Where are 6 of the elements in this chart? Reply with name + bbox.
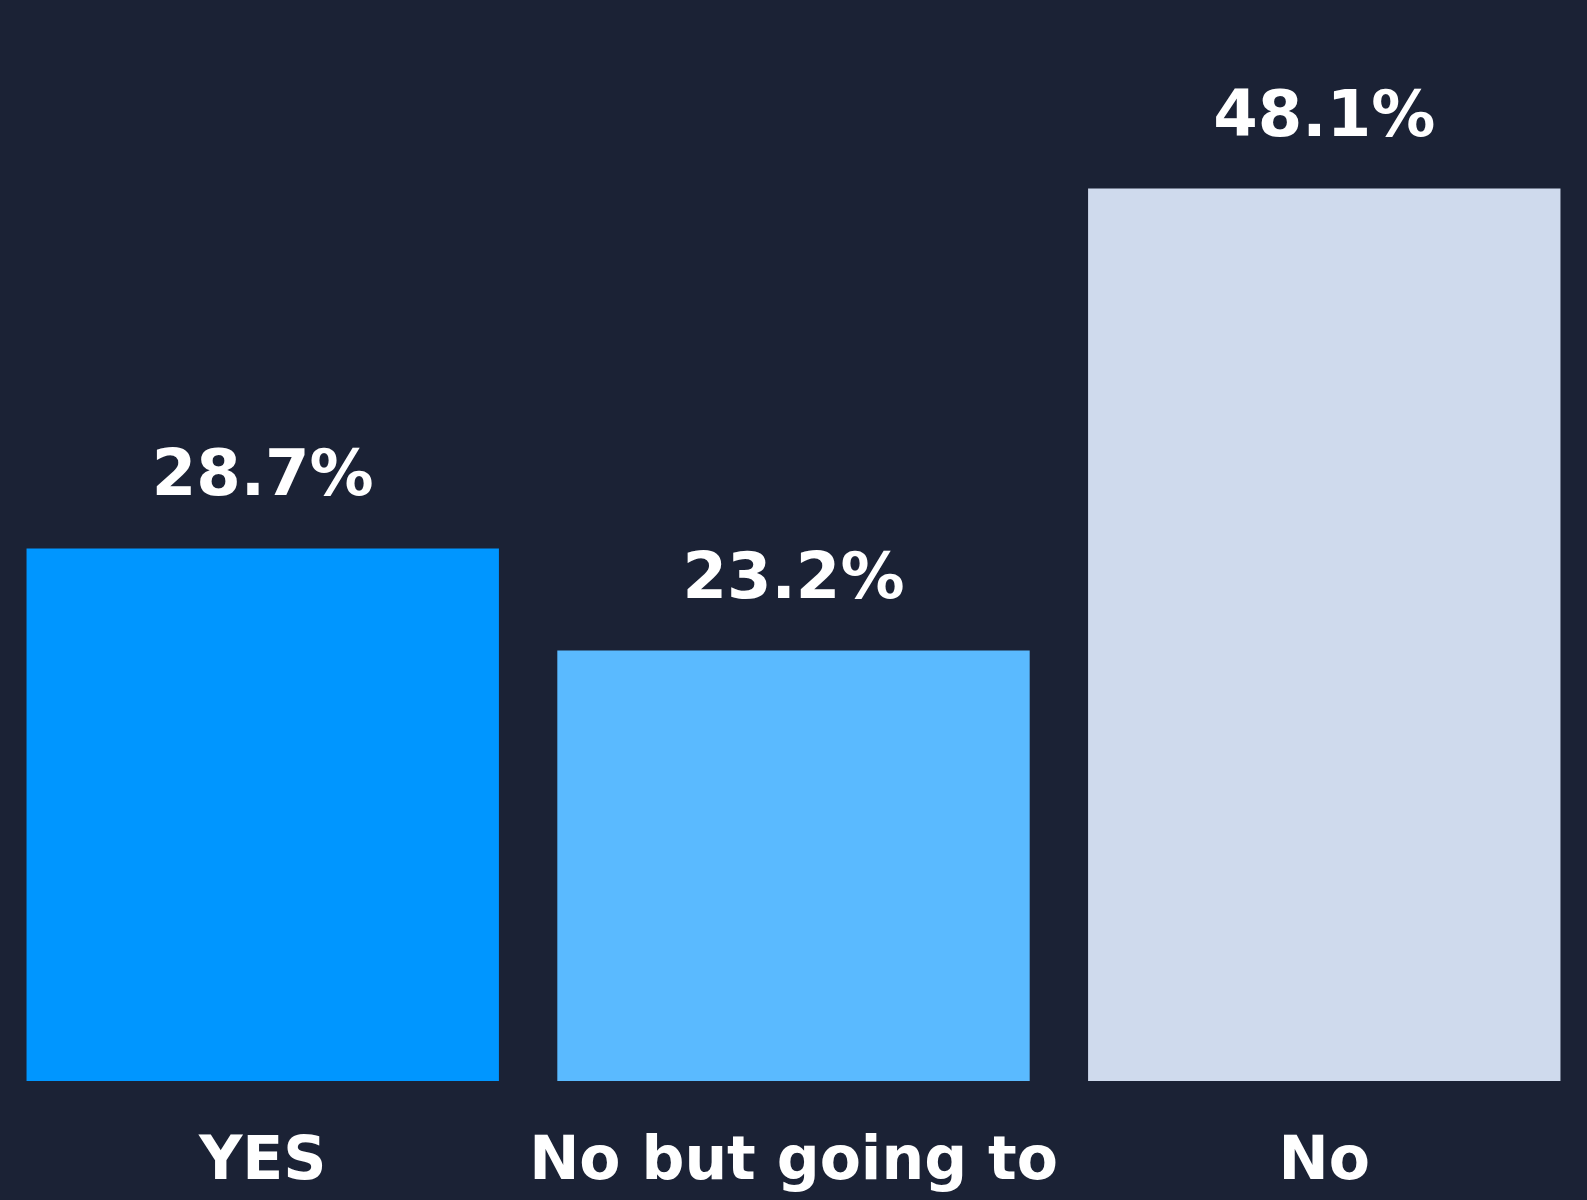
x-tick-label: YES: [197, 1122, 327, 1193]
x-tick-label: No: [1278, 1122, 1370, 1193]
data-label: 23.2%: [682, 538, 905, 613]
x-tick-label: No but going to: [529, 1122, 1058, 1193]
data-label: 28.7%: [151, 436, 374, 511]
data-label: 48.1%: [1213, 76, 1436, 151]
